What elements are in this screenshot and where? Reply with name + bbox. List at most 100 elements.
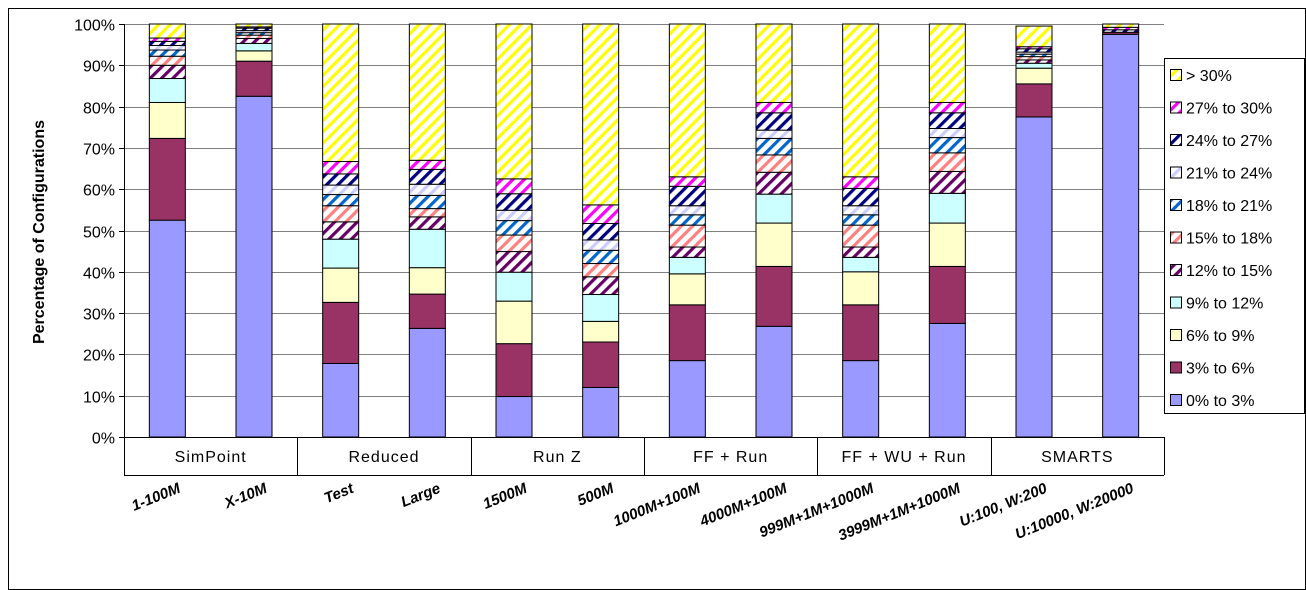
bar-segment-u-100-w-200-3-to-6	[1015, 83, 1053, 118]
legend-swatch	[1170, 329, 1182, 341]
bars	[148, 23, 1140, 438]
y-tick-label: 70%	[83, 142, 115, 159]
legend-swatch	[1170, 264, 1182, 276]
bar-segment-1500m-24-to-27	[495, 193, 533, 211]
bar-segment-1000m-100m-6-to-9	[668, 273, 706, 306]
bar-segment-1500m-12-to-15	[495, 251, 533, 273]
gridlines	[124, 24, 1164, 397]
bar-segment-x-10m-6-to-9	[235, 50, 273, 62]
bar-segment-3999m-1m-1000m-12-to-15	[928, 170, 966, 194]
legend-label: 0% to 3%	[1186, 393, 1254, 410]
group-label-ff-run: FF + Run	[693, 449, 768, 466]
legend-item-30: > 30%	[1170, 68, 1232, 85]
bar-segment-3999m-1m-1000m-21-to-24	[928, 127, 966, 139]
bar-segment-1-100m-15-to-18	[148, 55, 186, 66]
bar-segment-999m-1m-1000m-3-to-6	[842, 304, 880, 362]
bar-segment-999m-1m-1000m-27-to-30	[842, 176, 880, 189]
legend-label: 3% to 6%	[1186, 361, 1254, 378]
bar-segment-x-10m-3-to-6	[235, 60, 273, 97]
bar-segment-test-12-to-15	[322, 221, 360, 240]
bar-segment-u-100-w-200-9-to-12	[1015, 62, 1053, 69]
bar-segment-1000m-100m-15-to-18	[668, 224, 706, 248]
bar-segment-large-9-to-12	[408, 228, 446, 269]
y-tick-label: 10%	[83, 390, 115, 407]
bar-segment-1000m-100m-30	[668, 23, 706, 178]
bar-segment-test-0-to-3	[322, 362, 360, 438]
legend-item-21-to-24: 21% to 24%	[1170, 166, 1272, 183]
legend-label: 12% to 15%	[1186, 263, 1272, 280]
bar-segment-test-30	[322, 23, 360, 163]
legend-swatch	[1170, 134, 1182, 146]
bar-segment-3999m-1m-1000m-18-to-21	[928, 137, 966, 154]
bar-segment-3999m-1m-1000m-27-to-30	[928, 101, 966, 114]
bar-segment-large-30	[408, 23, 446, 161]
bar-segment-1000m-100m-9-to-12	[668, 256, 706, 275]
bar-segment-test-6-to-9	[322, 267, 360, 303]
legend-swatch	[1170, 199, 1182, 211]
bar-segment-large-18-to-21	[408, 194, 446, 210]
legend-label: 6% to 9%	[1186, 328, 1254, 345]
bar-segment-1500m-3-to-6	[495, 343, 533, 398]
bar-segment-u-10000-w-20000-0-to-3	[1102, 33, 1140, 438]
bar-segment-x-10m-9-to-12	[235, 42, 273, 52]
legend-swatch	[1170, 231, 1182, 244]
bar-segment-1000m-100m-18-to-21	[668, 214, 706, 226]
bar-segment-500m-9-to-12	[582, 294, 620, 322]
bar-segment-u-10000-w-20000-30	[1102, 23, 1140, 28]
bar-segment-1-100m-12-to-15	[148, 64, 186, 80]
y-tick-label: 50%	[83, 225, 115, 242]
bar-segment-3999m-1m-1000m-15-to-18	[928, 152, 966, 172]
legend-item-15-to-18: 15% to 18%	[1170, 231, 1272, 248]
bar-segment-u-100-w-200-0-to-3	[1015, 116, 1053, 438]
group-label-smarts: SMARTS	[1041, 449, 1113, 466]
legend-label: 21% to 24%	[1186, 166, 1272, 183]
bar-segment-u-100-w-200-6-to-9	[1015, 67, 1053, 85]
y-tick-label: 80%	[83, 101, 115, 118]
bar-segment-999m-1m-1000m-15-to-18	[842, 224, 880, 248]
bar-segment-1500m-21-to-24	[495, 209, 533, 222]
bar-segment-500m-21-to-24	[582, 239, 620, 251]
legend-label: > 30%	[1186, 68, 1232, 85]
legend-item-9-to-12: 9% to 12%	[1170, 296, 1263, 313]
bar-segment-large-12-to-15	[408, 216, 446, 230]
bar-segment-test-24-to-27	[322, 173, 360, 186]
y-tick-label: 100%	[74, 18, 115, 35]
bar-segment-500m-3-to-6	[582, 341, 620, 388]
bar-segment-4000m-100m-24-to-27	[755, 112, 793, 131]
legend-item-0-to-3: 0% to 3%	[1170, 393, 1254, 410]
bar-segment-999m-1m-1000m-9-to-12	[842, 256, 880, 273]
bar-segment-3999m-1m-1000m-6-to-9	[928, 222, 966, 267]
group-label-reduced: Reduced	[348, 449, 419, 466]
bar-segment-3999m-1m-1000m-30	[928, 23, 966, 103]
bar-segment-1500m-30	[495, 23, 533, 180]
bar-segment-1000m-100m-21-to-24	[668, 205, 706, 216]
bar-segment-1-100m-9-to-12	[148, 78, 186, 103]
bar-segment-x-10m-30	[235, 23, 273, 28]
legend-item-6-to-9: 6% to 9%	[1170, 328, 1254, 345]
legend-item-24-to-27: 24% to 27%	[1170, 133, 1272, 150]
bar-segment-large-27-to-30	[408, 159, 446, 170]
bar-segment-1-100m-21-to-24	[148, 44, 186, 51]
bar-segment-large-0-to-3	[408, 327, 446, 438]
bar-segment-1-100m-30	[148, 23, 186, 39]
legend-swatch	[1170, 166, 1182, 179]
bar-segment-4000m-100m-12-to-15	[755, 171, 793, 195]
bar-segment-test-3-to-6	[322, 301, 360, 364]
bar-segment-1500m-18-to-21	[495, 220, 533, 236]
bar-segment-1500m-0-to-3	[495, 396, 533, 438]
y-tick-label: 0%	[92, 431, 115, 448]
y-tick-label: 20%	[83, 348, 115, 365]
bar-segment-test-21-to-24	[322, 184, 360, 196]
legend-item-27-to-30: 27% to 30%	[1170, 101, 1272, 118]
y-tick-label: 60%	[83, 183, 115, 200]
bar-segment-1000m-100m-0-to-3	[668, 360, 706, 438]
group-label-run-z: Run Z	[533, 449, 582, 466]
bar-segment-1000m-100m-3-to-6	[668, 304, 706, 362]
legend-swatch	[1170, 101, 1182, 114]
bar-segment-1-100m-3-to-6	[148, 137, 186, 221]
bar-segment-large-21-to-24	[408, 183, 446, 196]
bar-segment-large-24-to-27	[408, 168, 446, 185]
bar-segment-500m-12-to-15	[582, 276, 620, 296]
legend-label: 9% to 12%	[1186, 296, 1263, 313]
